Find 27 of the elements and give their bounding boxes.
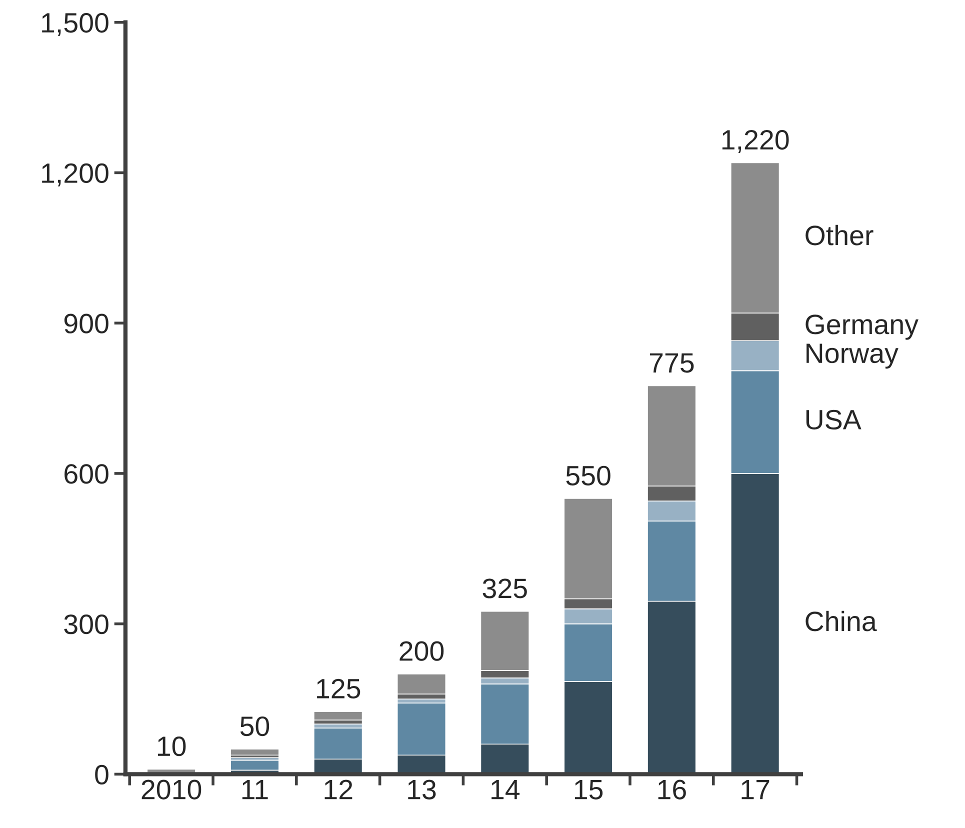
y-tick-label: 600 (64, 464, 108, 484)
y-tick-label: 1,500 (42, 13, 108, 36)
series-label: USA (806, 410, 862, 430)
x-tick-label: 17 (742, 780, 770, 800)
series-label: Germany (806, 314, 918, 340)
y-tick-label: 0 (95, 764, 108, 785)
series-label: Norway (806, 344, 898, 369)
x-tick-label: 11 (242, 780, 268, 800)
x-tick-label: 14 (492, 780, 520, 800)
total-label: 10 (158, 736, 186, 756)
y-tick-label: 900 (64, 314, 108, 334)
total-label: 775 (650, 353, 694, 373)
total-label: 200 (400, 641, 444, 661)
series-label: China (806, 610, 877, 632)
total-label: 50 (240, 716, 270, 736)
total-label: 1,220 (722, 130, 789, 153)
total-label: 550 (566, 466, 610, 486)
series-label: Other (806, 224, 874, 246)
x-tick-label: 15 (574, 780, 603, 800)
x-tick-label: 2010 (142, 780, 202, 800)
y-tick-label: 300 (64, 614, 108, 634)
total-label: 125 (317, 678, 360, 699)
x-tick-label: 12 (324, 780, 352, 800)
x-tick-label: 16 (658, 780, 686, 800)
x-tick-label: 13 (408, 780, 436, 800)
y-tick-label: 1,200 (42, 163, 108, 186)
total-label: 325 (482, 578, 527, 598)
